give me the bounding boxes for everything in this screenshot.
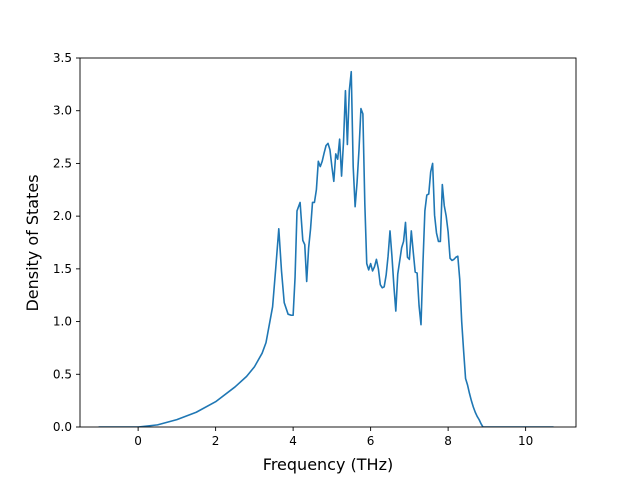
x-tick-label: 6 [367, 434, 375, 448]
y-tick-label: 3.0 [53, 104, 72, 118]
axes-frame [79, 57, 577, 428]
y-tick-label: 0.0 [53, 420, 72, 434]
y-tick-label: 3.5 [53, 51, 72, 65]
x-tick-label: 4 [289, 434, 297, 448]
y-axis-label: Density of States [23, 174, 42, 311]
x-tick-label: 0 [134, 434, 142, 448]
x-axis-label: Frequency (THz) [263, 455, 393, 474]
x-tick-label: 10 [518, 434, 533, 448]
x-tick-label: 8 [444, 434, 452, 448]
x-tick-label: 2 [212, 434, 220, 448]
y-tick-label: 2.5 [53, 156, 72, 170]
plot-area [98, 70, 554, 427]
y-tick-label: 2.0 [53, 209, 72, 223]
y-tick-label: 0.5 [53, 367, 72, 381]
y-tick-label: 1.0 [53, 315, 72, 329]
axes: 0 2 4 6 8 10 0.0 0.5 1.0 1.5 2.0 2.5 3.0 3.5 [53, 51, 577, 448]
y-tick-label: 1.5 [53, 262, 72, 276]
series-line-0 [98, 70, 554, 427]
